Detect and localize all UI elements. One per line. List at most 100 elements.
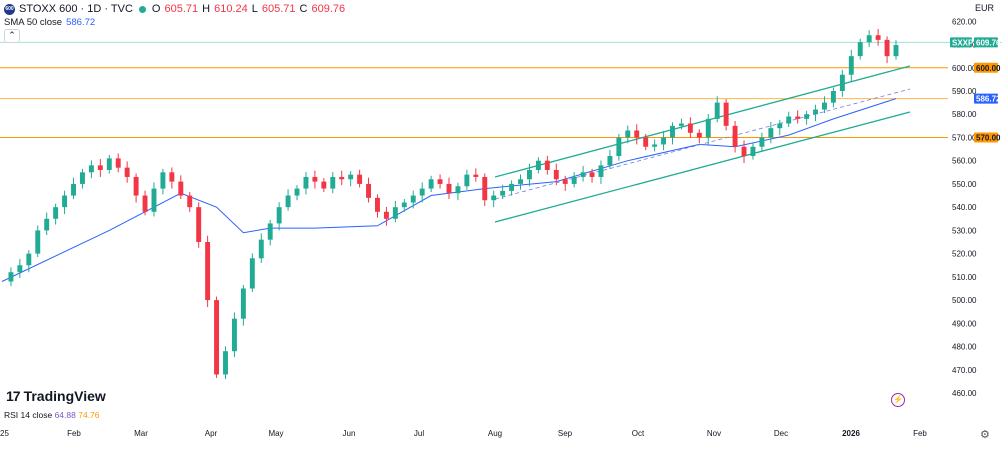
candle-body — [464, 174, 470, 187]
x-tick-label: 2026 — [842, 429, 860, 438]
candle-body — [124, 167, 130, 177]
candle-body — [696, 132, 702, 138]
level-570-badge: 570.00 — [976, 133, 1001, 142]
candle-body — [223, 351, 228, 375]
candle-body — [115, 158, 121, 168]
candle-body — [562, 179, 568, 184]
y-tick-label: 550.00 — [952, 180, 977, 189]
time-axis[interactable]: 25 Feb Mar Apr May Jun Jul Aug Sep Oct Nov Dec 2026 F… — [0, 429, 927, 438]
candle-body — [428, 179, 434, 189]
y-tick-label: 510.00 — [952, 273, 977, 282]
tradingview-logo-icon: 17 — [6, 388, 21, 404]
level-570-badge-bg — [974, 132, 998, 143]
candle-body — [160, 172, 166, 189]
low-label: L — [251, 3, 258, 15]
close-label: C — [299, 3, 308, 15]
price-axis[interactable]: 620.00610.00600.00590.00580.00570.00560.… — [952, 17, 977, 398]
trend-channel[interactable] — [494, 65, 911, 223]
stoxx-icon: 600 — [4, 3, 15, 15]
candle-body — [285, 195, 291, 208]
y-tick-label: 530.00 — [952, 226, 977, 235]
candle-body — [652, 144, 658, 147]
y-tick-label: 590.00 — [952, 87, 977, 96]
candle-body — [714, 102, 720, 119]
candle-body — [383, 211, 389, 219]
sma-polyline — [1, 98, 897, 282]
candle-body — [401, 202, 407, 208]
sma-line — [1, 98, 897, 282]
candle-body — [473, 174, 479, 177]
candle-body — [330, 176, 336, 189]
price-value-badge-bg — [974, 37, 998, 48]
rsi-legend[interactable]: RSI 14 close 64.88 74.76 — [4, 410, 100, 420]
y-tick-label: 620.00 — [952, 17, 977, 26]
candle-body — [437, 179, 443, 184]
low-value: 605.71 — [261, 3, 296, 15]
x-tick-label: Feb — [67, 429, 81, 438]
price-badges: SXXP 609.76 600.00 586.72 570.00 — [950, 37, 1001, 143]
candle-body — [249, 258, 255, 289]
candle-body — [214, 300, 220, 375]
candle-body — [535, 160, 541, 170]
candle-body — [258, 239, 264, 259]
candle-body — [79, 172, 85, 184]
candle-body — [893, 45, 899, 57]
high-value: 610.24 — [214, 3, 248, 15]
candle-body — [857, 42, 863, 57]
candle-body — [509, 183, 515, 191]
candle-body — [786, 116, 792, 124]
candle-body — [750, 146, 756, 157]
candle-body — [169, 172, 175, 182]
symbol-legend: 600 STOXX 600 · 1D · TVC O 605.71 H 610.24… — [4, 3, 345, 15]
candle-body — [625, 130, 631, 138]
channel-upper-line — [494, 65, 911, 178]
candle-body — [375, 197, 380, 212]
candle-body — [88, 165, 94, 173]
candle-body — [53, 207, 59, 219]
candle-body — [526, 169, 532, 180]
candle-body — [106, 158, 112, 170]
x-tick-label: Sep — [558, 429, 573, 438]
candle-body — [804, 114, 810, 119]
y-tick-label: 490.00 — [952, 319, 977, 328]
price-symbol-badge-bg — [950, 37, 972, 48]
candle-body — [661, 137, 667, 145]
tradingview-logo-text: TradingView — [23, 388, 106, 404]
candle-body — [44, 218, 50, 231]
rsi-label: RSI 14 close — [4, 410, 53, 420]
x-tick-label: Aug — [488, 429, 502, 438]
x-tick-label: Feb — [913, 429, 927, 438]
y-tick-label: 600.00 — [952, 64, 977, 73]
candles — [8, 28, 899, 380]
candle-body — [276, 207, 282, 224]
collapse-legend-button[interactable]: ⌃ — [4, 29, 20, 43]
x-tick-label: Jun — [343, 429, 356, 438]
x-tick-label: Mar — [134, 429, 148, 438]
candle-body — [705, 118, 711, 138]
currency-label[interactable]: EUR — [975, 3, 995, 13]
candle-body — [133, 176, 139, 196]
candle-body — [687, 123, 693, 133]
x-tick-label: Oct — [632, 429, 645, 438]
level-600-badge: 600.00 — [976, 64, 1001, 73]
candle-body — [71, 183, 76, 196]
candle-body — [616, 137, 622, 157]
price-value-badge: 609.76 — [976, 38, 1001, 47]
level-600-badge-bg — [974, 62, 998, 73]
candle-body — [518, 179, 523, 184]
tradingview-logo: 17 TradingView — [6, 388, 106, 404]
open-label: O — [151, 3, 161, 15]
candle-body — [321, 181, 327, 189]
lightning-icon[interactable]: ⚡ — [891, 393, 905, 407]
candle-body — [491, 195, 497, 201]
candle-body — [348, 174, 354, 180]
sma-legend[interactable]: SMA 50 close 586.72 — [4, 17, 95, 28]
candle-body — [196, 207, 202, 243]
candle-body — [571, 176, 577, 184]
y-tick-label: 580.00 — [952, 110, 977, 119]
candle-body — [875, 35, 881, 40]
gear-icon[interactable]: ⚙ — [980, 429, 990, 441]
candle-body — [8, 272, 14, 282]
candle-body — [580, 172, 586, 177]
